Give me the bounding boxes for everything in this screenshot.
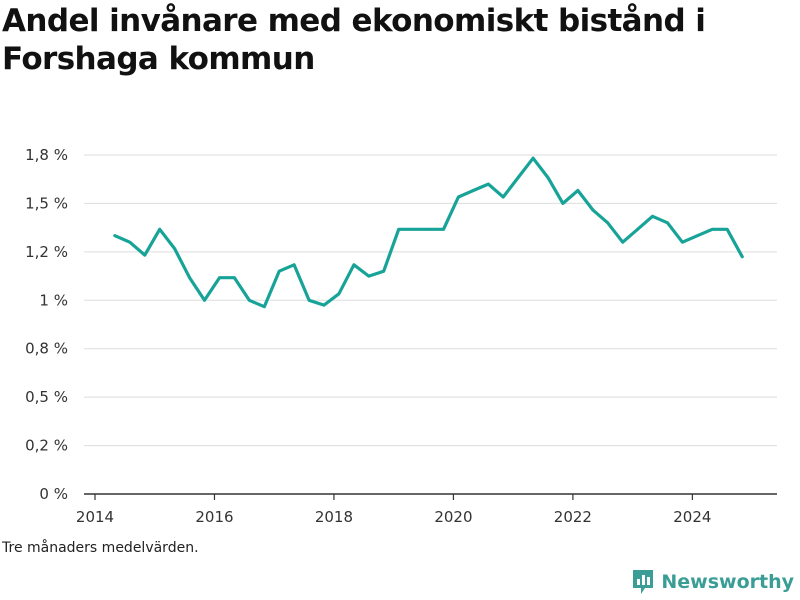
series-line bbox=[113, 156, 744, 309]
data-point bbox=[337, 292, 341, 295]
data-point bbox=[307, 299, 311, 302]
data-point bbox=[502, 195, 505, 199]
data-point bbox=[128, 241, 131, 244]
data-point bbox=[427, 228, 430, 231]
y-tick-label: 1,2 % bbox=[25, 243, 68, 261]
data-point bbox=[576, 189, 580, 192]
brand-logo: Newsworthy bbox=[631, 568, 794, 596]
data-point bbox=[188, 276, 191, 279]
data-point bbox=[487, 182, 490, 186]
data-point bbox=[591, 208, 594, 212]
x-axis: 2014 2016 2018 2020 2022 2024 bbox=[76, 493, 777, 526]
data-point bbox=[158, 228, 161, 231]
data-point bbox=[248, 299, 251, 302]
data-point bbox=[651, 215, 654, 218]
y-tick-label: 1 % bbox=[39, 291, 68, 309]
data-point bbox=[681, 241, 684, 244]
data-point bbox=[382, 270, 385, 273]
data-point bbox=[726, 228, 729, 231]
grid-lines bbox=[84, 154, 777, 447]
data-point bbox=[397, 228, 400, 231]
x-tick-label: 2014 bbox=[76, 508, 114, 526]
data-point bbox=[442, 228, 445, 231]
data-point bbox=[457, 195, 460, 199]
data-point bbox=[636, 228, 639, 231]
y-tick-label: 1,8 % bbox=[25, 146, 68, 164]
data-point bbox=[292, 263, 296, 266]
data-point bbox=[203, 299, 206, 302]
data-point bbox=[322, 303, 326, 307]
brand-name: Newsworthy bbox=[661, 571, 794, 593]
series-layer bbox=[113, 156, 744, 309]
data-point bbox=[143, 253, 146, 257]
y-tick-label: 1,5 % bbox=[25, 194, 68, 212]
data-point bbox=[278, 270, 281, 273]
x-tick-label: 2022 bbox=[554, 508, 592, 526]
data-point bbox=[621, 241, 624, 244]
x-tick-label: 2020 bbox=[434, 508, 472, 526]
x-tick-label: 2016 bbox=[195, 508, 233, 526]
y-tick-label: 0,8 % bbox=[25, 340, 68, 358]
y-tick-label: 0,2 % bbox=[25, 437, 68, 455]
data-point bbox=[666, 221, 669, 224]
data-point bbox=[113, 234, 117, 237]
x-tick-label: 2018 bbox=[315, 508, 353, 526]
data-point bbox=[546, 176, 550, 179]
data-point bbox=[263, 305, 266, 308]
data-point bbox=[741, 255, 744, 258]
chart-footnote: Tre månaders medelvärden. bbox=[2, 540, 199, 556]
chart-title: Andel invånare med ekonomiskt bistånd i … bbox=[2, 3, 706, 77]
data-point bbox=[412, 228, 415, 231]
line-chart: 0 % 0,2 % 0,5 % 0,8 % 1 % 1,2 % 1,5 % 1,8 % 201… bbox=[25, 146, 777, 526]
data-point bbox=[367, 274, 370, 278]
data-point bbox=[352, 263, 356, 266]
y-tick-label: 0 % bbox=[39, 485, 68, 503]
data-point bbox=[173, 247, 176, 250]
y-axis-labels: 0 % 0,2 % 0,5 % 0,8 % 1 % 1,2 % 1,5 % 1,8 % bbox=[25, 146, 68, 503]
data-point bbox=[472, 189, 475, 192]
data-point bbox=[218, 276, 221, 279]
data-point bbox=[233, 276, 236, 279]
data-point bbox=[606, 221, 609, 224]
data-point bbox=[696, 234, 699, 237]
data-point bbox=[531, 157, 535, 160]
y-tick-label: 0,5 % bbox=[25, 388, 68, 406]
data-point bbox=[516, 176, 520, 179]
data-point bbox=[561, 202, 565, 205]
bar-chart-logo-icon bbox=[633, 570, 654, 594]
x-tick-label: 2024 bbox=[673, 508, 711, 526]
data-point bbox=[711, 228, 714, 231]
